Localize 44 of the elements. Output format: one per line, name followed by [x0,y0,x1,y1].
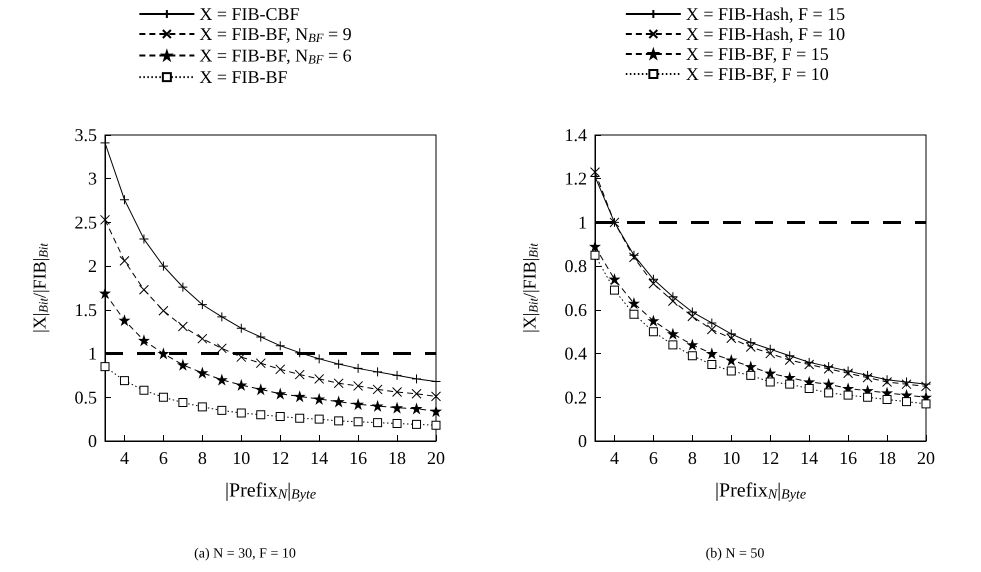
y-tick-label: 1.4 [564,125,587,145]
x-tick-label: 16 [349,448,368,468]
x-tick-label: 12 [271,448,290,468]
x-tick-label: 8 [198,448,207,468]
x-tick-label: 20 [917,448,935,468]
y-tick-label: 2.5 [74,212,97,232]
y-axis-title: |X|Bit/|FIB|Bit [519,242,540,333]
legend-label: X = FIB-Hash, F = 15 [686,4,846,24]
x-tick-label: 16 [839,448,858,468]
text: (b) N = 50 [706,546,764,562]
x-tick-label: 14 [800,448,818,468]
x-tick-label: 12 [761,448,780,468]
x-tick-label: 4 [610,448,619,468]
y-tick-label: 0 [578,431,587,451]
y-tick-label: 0.2 [564,387,587,408]
x-tick-label: 4 [120,448,129,468]
x-tick-label: 18 [388,448,406,468]
x-tick-label: 20 [427,448,445,468]
y-tick-label: 3.5 [74,125,97,145]
legend-label: X = FIB-CBF [199,4,300,24]
y-tick-label: 0 [88,431,97,451]
y-axis-title: |X|Bit/|FIB|Bit [29,242,50,333]
y-tick-label: 1.2 [564,168,587,189]
y-tick-label: 0.8 [564,256,587,276]
y-tick-label: 0.5 [74,387,97,408]
x-tick-label: 8 [688,448,697,468]
text: (a) N = 30, F = 10 [194,546,296,562]
y-tick-label: 1.5 [74,300,97,320]
y-tick-label: 2 [88,256,97,276]
x-tick-label: 6 [158,448,168,468]
x-tick-label: 6 [648,448,658,468]
legend-label: X = FIB-BF [199,67,288,88]
x-tick-label: 14 [310,448,328,468]
y-tick-label: 1 [88,344,97,364]
legend-label: X = FIB-BF, F = 10 [686,64,829,84]
y-tick-label: 0.4 [564,344,587,364]
legend-label: X = FIB-Hash, F = 10 [686,24,846,44]
y-tick-label: 3 [88,168,97,189]
legend-label: X = FIB-BF, F = 15 [686,44,829,64]
y-tick-label: 1 [578,212,587,232]
y-tick-label: 0.6 [564,300,587,320]
x-tick-label: 10 [722,448,740,468]
x-tick-label: 18 [878,448,896,468]
x-tick-label: 10 [232,448,250,468]
